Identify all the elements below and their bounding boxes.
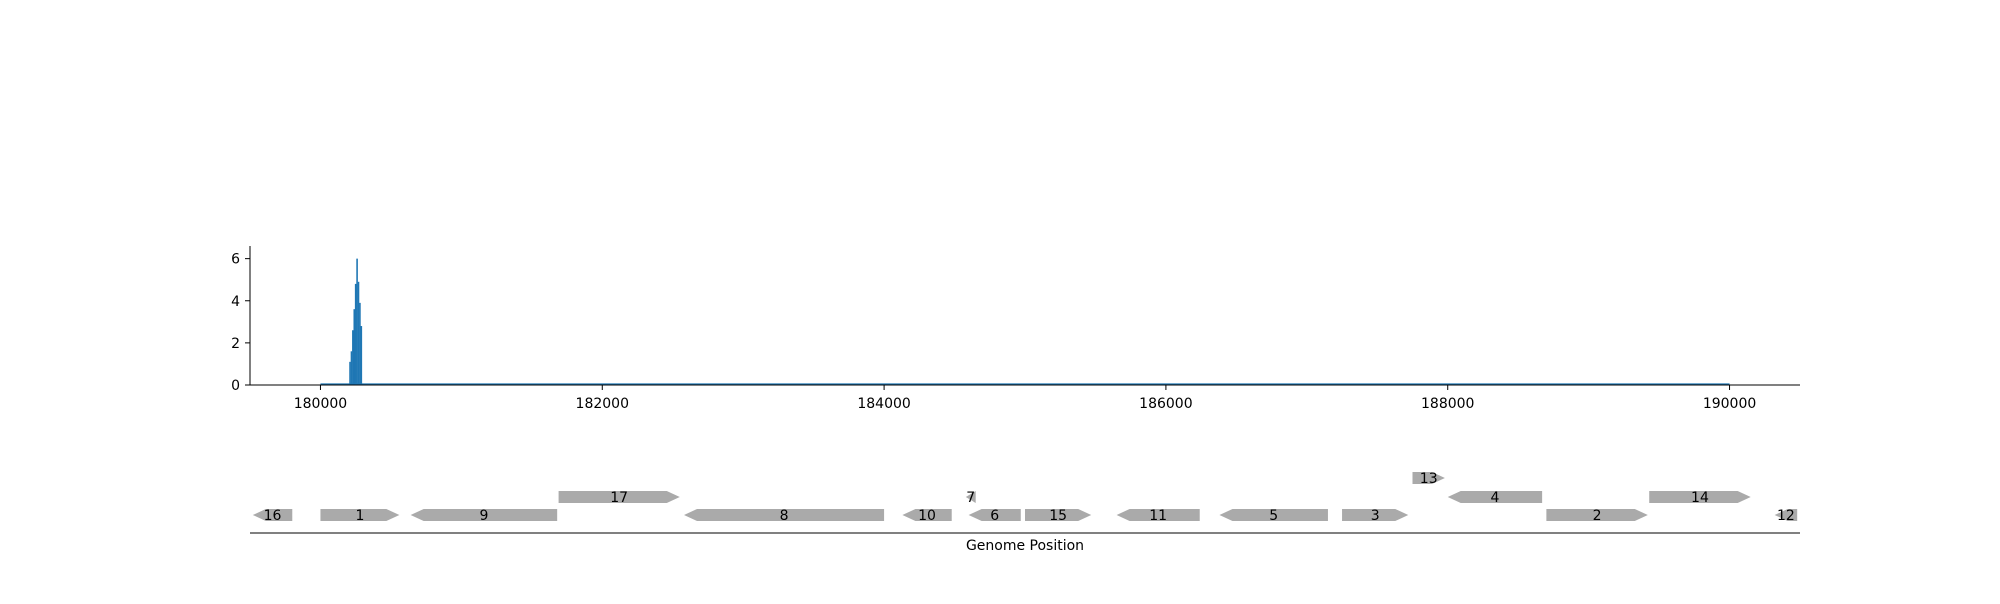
coverage-bar <box>357 281 360 385</box>
x-tick-label: 184000 <box>857 396 910 412</box>
gene-label: 13 <box>1420 471 1438 487</box>
gene-label: 17 <box>610 490 628 506</box>
gene-label: 10 <box>918 508 936 524</box>
gene-label: 12 <box>1777 508 1795 524</box>
gene-label: 15 <box>1049 508 1067 524</box>
gene-track-x-axis-label: Genome Position <box>966 538 1084 554</box>
gene-arrow <box>1116 509 1200 521</box>
gene-label: 14 <box>1691 490 1709 506</box>
gene-arrow <box>1774 509 1798 521</box>
coverage-bar <box>352 330 354 385</box>
y-tick-label: 4 <box>231 294 240 310</box>
coverage-plot: 0 2 4 6 180000 182000 184000 186000 188000 190000 <box>231 246 1800 412</box>
gene-arrow <box>410 509 558 521</box>
gene-arrow <box>965 491 976 503</box>
gene-label: 2 <box>1593 508 1602 524</box>
gene-arrow <box>968 509 1021 521</box>
gene-label: 6 <box>990 508 999 524</box>
coverage-bar <box>360 326 363 385</box>
y-tick-label: 6 <box>231 252 240 268</box>
gene-arrow <box>1412 472 1445 484</box>
gene-label: 7 <box>966 490 975 506</box>
x-tick-label: 188000 <box>1421 396 1474 412</box>
coverage-bar <box>349 361 351 385</box>
gene-arrow <box>320 509 400 521</box>
gene-label: 1 <box>355 508 364 524</box>
coverage-bar <box>354 283 357 385</box>
x-tick-label: 186000 <box>1139 396 1192 412</box>
gene-arrow <box>1219 509 1328 521</box>
gene-track: 16 1 9 17 8 10 76 15 11 5 3 13 4 2 14 12 <box>250 471 1800 534</box>
gene-label: 4 <box>1490 490 1499 506</box>
gene-label: 16 <box>264 508 282 524</box>
gene-label: 5 <box>1269 508 1278 524</box>
gene-arrow <box>558 491 680 503</box>
y-tick-label: 0 <box>231 378 240 394</box>
gene-label: 11 <box>1149 508 1167 524</box>
gene-arrow <box>1447 491 1543 503</box>
gene-arrow <box>1649 491 1751 503</box>
gene-arrow <box>684 509 885 521</box>
gene-arrow <box>902 509 952 521</box>
coverage-bar <box>356 258 358 385</box>
gene-label: 8 <box>780 508 789 524</box>
coverage-bar <box>350 351 353 385</box>
gene-label: 9 <box>479 508 488 524</box>
coverage-bar <box>359 302 361 385</box>
gene-arrow <box>1025 509 1092 521</box>
x-tick-label: 182000 <box>576 396 629 412</box>
gene-arrow <box>1342 509 1409 521</box>
coverage-bar <box>353 309 356 385</box>
y-tick-label: 2 <box>231 336 240 352</box>
gene-label: 3 <box>1371 508 1380 524</box>
x-tick-label: 190000 <box>1703 396 1756 412</box>
gene-arrow <box>1546 509 1648 521</box>
gene-arrow <box>252 509 293 521</box>
x-tick-label: 180000 <box>294 396 347 412</box>
